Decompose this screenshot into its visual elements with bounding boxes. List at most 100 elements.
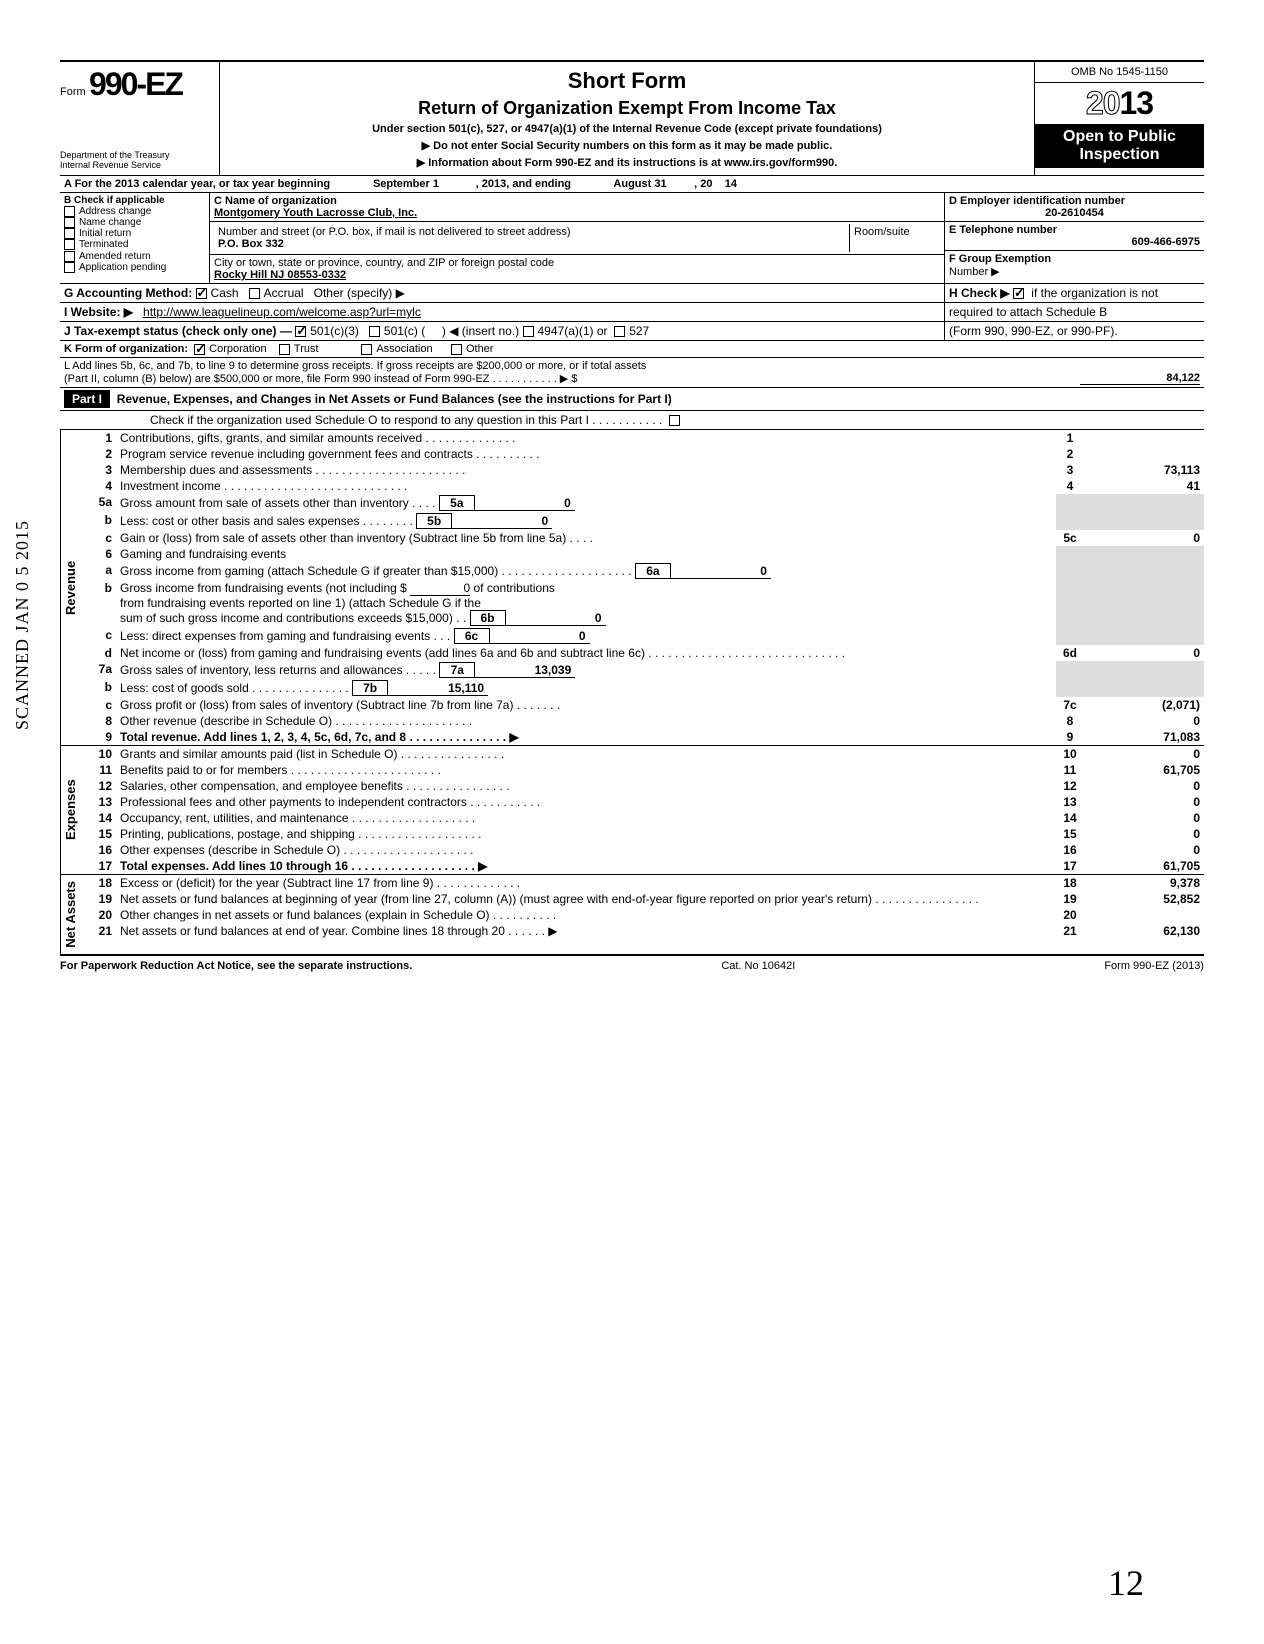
title2: Return of Organization Exempt From Incom…	[228, 98, 1026, 119]
part-i-badge: Part I	[64, 390, 110, 408]
chk-assoc[interactable]	[361, 344, 372, 355]
phone-val: 609-466-6975	[949, 236, 1200, 248]
open2: Inspection	[1035, 146, 1204, 164]
line-5a: 5aGross amount from sale of assets other…	[88, 494, 1204, 512]
handwritten-sig: 12	[1108, 1562, 1144, 1604]
chk-name[interactable]	[64, 217, 75, 228]
line-13: 13Professional fees and other payments t…	[88, 794, 1204, 810]
block-bcd: B Check if applicable Address change Nam…	[60, 193, 1204, 284]
f-label2: Number ▶	[949, 266, 1000, 278]
e-phone: E Telephone number 609-466-6975	[945, 222, 1204, 251]
title1: Short Form	[228, 68, 1026, 94]
j-b: 501(c) (	[384, 324, 425, 338]
col-c: C Name of organization Montgomery Youth …	[210, 193, 944, 283]
line-15: 15Printing, publications, postage, and s…	[88, 826, 1204, 842]
b-label: B Check if applicable	[64, 195, 205, 206]
d-label: D Employer identification number	[949, 195, 1125, 207]
line-j: J Tax-exempt status (check only one) — 5…	[60, 322, 944, 340]
header-right: OMB No 1545-1150 2013 Open to Public Ins…	[1034, 62, 1204, 175]
row-gh: G Accounting Method: Cash Accrual Other …	[60, 284, 1204, 303]
col-b: B Check if applicable Address change Nam…	[60, 193, 210, 283]
city-val: Rocky Hill NJ 08553-0332	[214, 269, 346, 281]
footer-left: For Paperwork Reduction Act Notice, see …	[60, 960, 412, 972]
subtitle: Under section 501(c), 527, or 4947(a)(1)…	[228, 123, 1026, 135]
line-a-mid: , 2013, and ending	[476, 178, 571, 190]
line-4: 4Investment income . . . . . . . . . . .…	[88, 478, 1204, 494]
website-val: http://www.leaguelineup.com/welcome.asp?…	[143, 305, 421, 319]
chk-parti[interactable]	[669, 415, 680, 426]
line-18: 18Excess or (deficit) for the year (Subt…	[88, 875, 1204, 891]
header-mid: Short Form Return of Organization Exempt…	[220, 62, 1034, 175]
j-c: ) ◀ (insert no.)	[442, 324, 519, 338]
g-accrual: Accrual	[264, 286, 304, 300]
line-6: 6Gaming and fundraising events	[88, 546, 1204, 562]
l-txt2: (Part II, column (B) below) are $500,000…	[64, 372, 1080, 385]
chk-cash[interactable]	[196, 288, 207, 299]
opt-5: Application pending	[79, 262, 166, 273]
line-16: 16Other expenses (describe in Schedule O…	[88, 842, 1204, 858]
chk-corp[interactable]	[194, 344, 205, 355]
chk-h[interactable]	[1013, 288, 1024, 299]
chk-address[interactable]	[64, 206, 75, 217]
line-11: 11Benefits paid to or for members . . . …	[88, 762, 1204, 778]
k-d: Other	[466, 343, 494, 355]
opt-1: Name change	[79, 217, 141, 228]
addr-label: Number and street (or P.O. box, if mail …	[218, 226, 571, 238]
d-ein: D Employer identification number 20-2610…	[945, 193, 1204, 222]
line-19: 19Net assets or fund balances at beginni…	[88, 891, 1204, 907]
col-d: D Employer identification number 20-2610…	[944, 193, 1204, 283]
row-j: J Tax-exempt status (check only one) — 5…	[60, 322, 1204, 341]
chk-terminated[interactable]	[64, 239, 75, 250]
line-14: 14Occupancy, rent, utilities, and mainte…	[88, 810, 1204, 826]
k-label: K Form of organization:	[64, 343, 188, 355]
chk-527[interactable]	[614, 326, 625, 337]
expenses-section: Expenses 10Grants and similar amounts pa…	[60, 746, 1204, 875]
line-10: 10Grants and similar amounts paid (list …	[88, 746, 1204, 762]
chk-trust[interactable]	[279, 344, 290, 355]
chk-amended[interactable]	[64, 251, 75, 262]
netassets-label: Net Assets	[60, 875, 88, 954]
chk-pending[interactable]	[64, 262, 75, 273]
addr-val: P.O. Box 332	[218, 238, 284, 250]
line-h: H Check ▶ if the organization is not	[944, 284, 1204, 302]
line-l: L Add lines 5b, 6c, and 7b, to line 9 to…	[60, 358, 1204, 388]
page-footer: For Paperwork Reduction Act Notice, see …	[60, 956, 1204, 972]
revenue-table: 1Contributions, gifts, grants, and simil…	[88, 430, 1204, 745]
chk-other[interactable]	[451, 344, 462, 355]
form-number: 990-EZ	[89, 66, 182, 102]
dept-block: Department of the Treasury Internal Reve…	[60, 151, 213, 171]
chk-accrual[interactable]	[249, 288, 260, 299]
line-a-yy: 14	[725, 178, 737, 190]
note1: ▶ Do not enter Social Security numbers o…	[228, 139, 1026, 152]
line-6c: cLess: direct expenses from gaming and f…	[88, 627, 1204, 645]
chk-4947[interactable]	[523, 326, 534, 337]
tax-year: 2013	[1035, 83, 1204, 124]
j-d: 4947(a)(1) or	[538, 324, 608, 338]
h-txt: if the organization is not	[1031, 286, 1158, 300]
h-txt3: (Form 990, 990-EZ, or 990-PF).	[944, 322, 1204, 340]
revenue-label: Revenue	[60, 430, 88, 745]
line-a-label: A For the 2013 calendar year, or tax yea…	[64, 178, 330, 190]
room-label: Room/suite	[850, 224, 940, 252]
line-20: 20Other changes in net assets or fund ba…	[88, 907, 1204, 923]
g-label: G Accounting Method:	[64, 286, 192, 300]
part-i-header: Part I Revenue, Expenses, and Changes in…	[60, 388, 1204, 411]
revenue-section: Revenue 1Contributions, gifts, grants, a…	[60, 430, 1204, 746]
g-other: Other (specify) ▶	[314, 286, 405, 300]
footer-mid: Cat. No 10642I	[721, 960, 795, 972]
l-txt1: L Add lines 5b, 6c, and 7b, to line 9 to…	[64, 360, 1080, 372]
omb-number: OMB No 1545-1150	[1035, 62, 1204, 83]
footer-right: Form 990-EZ (2013)	[1104, 960, 1204, 972]
j-e: 527	[629, 324, 649, 338]
expenses-label: Expenses	[60, 746, 88, 874]
chk-501c3[interactable]	[295, 326, 306, 337]
form-page: Form 990-EZ Department of the Treasury I…	[60, 60, 1204, 972]
line-5b: bLess: cost or other basis and sales exp…	[88, 512, 1204, 530]
chk-501c[interactable]	[369, 326, 380, 337]
opt-0: Address change	[79, 206, 151, 217]
line-12: 12Salaries, other compensation, and empl…	[88, 778, 1204, 794]
chk-initial[interactable]	[64, 228, 75, 239]
year-bold: 13	[1120, 85, 1154, 121]
h-txt2: required to attach Schedule B	[944, 303, 1204, 321]
part-i-title: Revenue, Expenses, and Changes in Net As…	[117, 392, 672, 406]
